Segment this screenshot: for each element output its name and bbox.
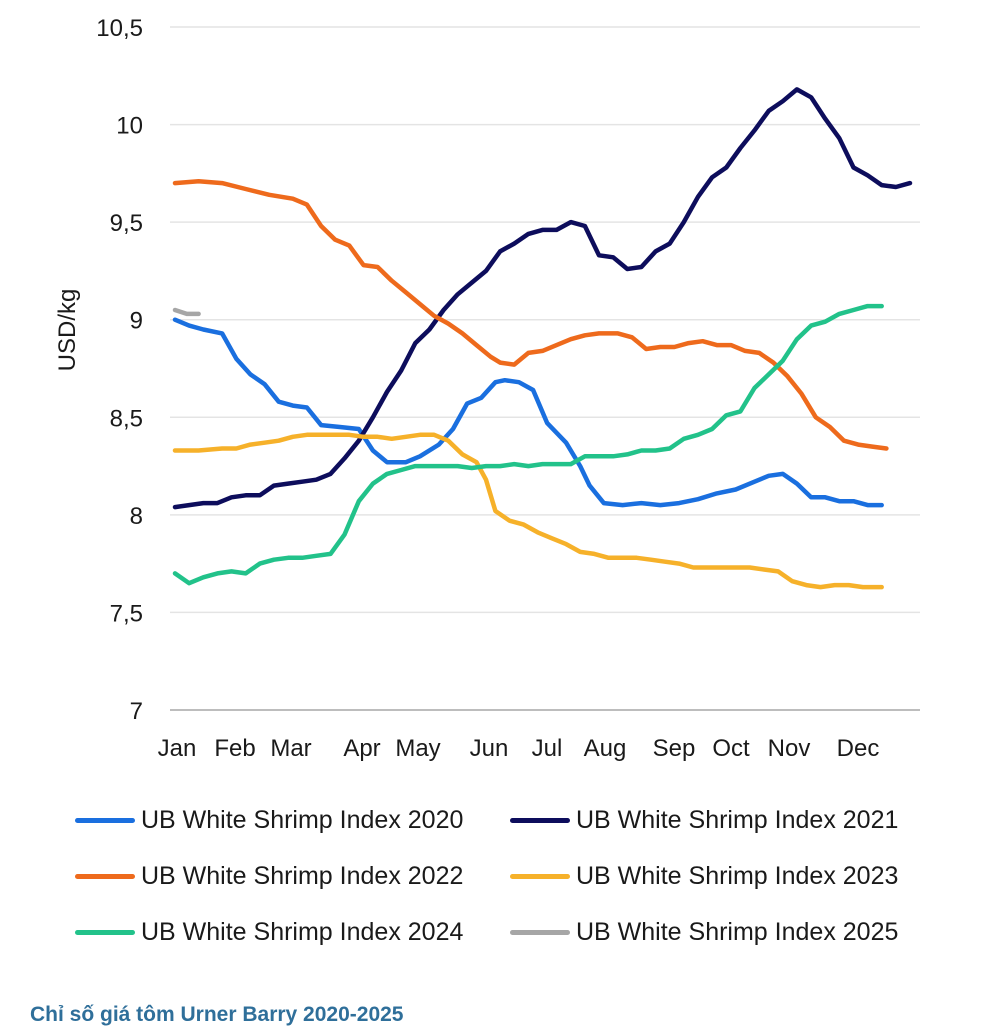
x-tick-label: Aug [584,735,627,762]
x-tick-label: Jun [470,735,509,762]
x-tick-label: Apr [343,735,380,762]
y-tick-label: 8,5 [110,405,143,432]
series-line-2023 [172,432,884,590]
series-lines [172,87,913,590]
legend-swatch [75,873,135,879]
y-tick-label: 7,5 [110,600,143,627]
gridlines [170,26,920,711]
legend-label: UB White Shrimp Index 2020 [141,805,464,834]
legend-item-2022: UB White Shrimp Index 2022 [75,856,463,896]
series-line-2021 [172,87,913,510]
legend-label: UB White Shrimp Index 2025 [576,917,899,946]
legend-swatch [510,873,570,879]
x-tick-label: Dec [837,735,880,762]
y-tick-label: 10,5 [96,15,143,42]
x-tick-label: Oct [712,735,750,762]
y-tick-label: 9,5 [110,210,143,237]
series-line-2022 [172,178,889,451]
figure-caption: Chỉ số giá tôm Urner Barry 2020-2025 [30,1003,404,1026]
legend-item-2023: UB White Shrimp Index 2023 [510,856,898,896]
x-tick-label: May [395,735,440,762]
x-tick-label: Jan [158,735,197,762]
legend-item-2025: UB White Shrimp Index 2025 [510,912,898,952]
legend-label: UB White Shrimp Index 2023 [576,861,899,890]
legend-label: UB White Shrimp Index 2024 [141,917,464,946]
legend-swatch [75,817,135,823]
y-tick-label: 7 [130,698,143,725]
y-tick-label: 10 [116,113,143,140]
legend-item-2020: UB White Shrimp Index 2020 [75,800,463,840]
legend-swatch [75,929,135,935]
legend-label: UB White Shrimp Index 2022 [141,861,464,890]
legend-item-2021: UB White Shrimp Index 2021 [510,800,898,840]
series-line-2024 [172,303,884,586]
x-tick-label: Feb [214,735,255,762]
legend-item-2024: UB White Shrimp Index 2024 [75,912,463,952]
series-line-2020 [172,317,884,508]
y-tick-label: 9 [130,308,143,335]
x-tick-label: Jul [532,735,563,762]
x-tick-label: Mar [270,735,311,762]
y-axis-ticks: 7 7,5 8 8,5 9 9,5 10 10,5 [96,15,143,725]
x-tick-label: Nov [768,735,811,762]
series-line-2025 [172,307,201,317]
legend-swatch [510,817,570,823]
legend-label: UB White Shrimp Index 2021 [576,805,899,834]
legend-swatch [510,929,570,935]
x-tick-label: Sep [653,735,696,762]
y-tick-label: 8 [130,503,143,530]
x-axis-ticks: Jan Feb Mar Apr May Jun Jul Aug Sep Oct Nov Dec [158,735,880,762]
y-axis-label: USD/kg [54,289,81,372]
